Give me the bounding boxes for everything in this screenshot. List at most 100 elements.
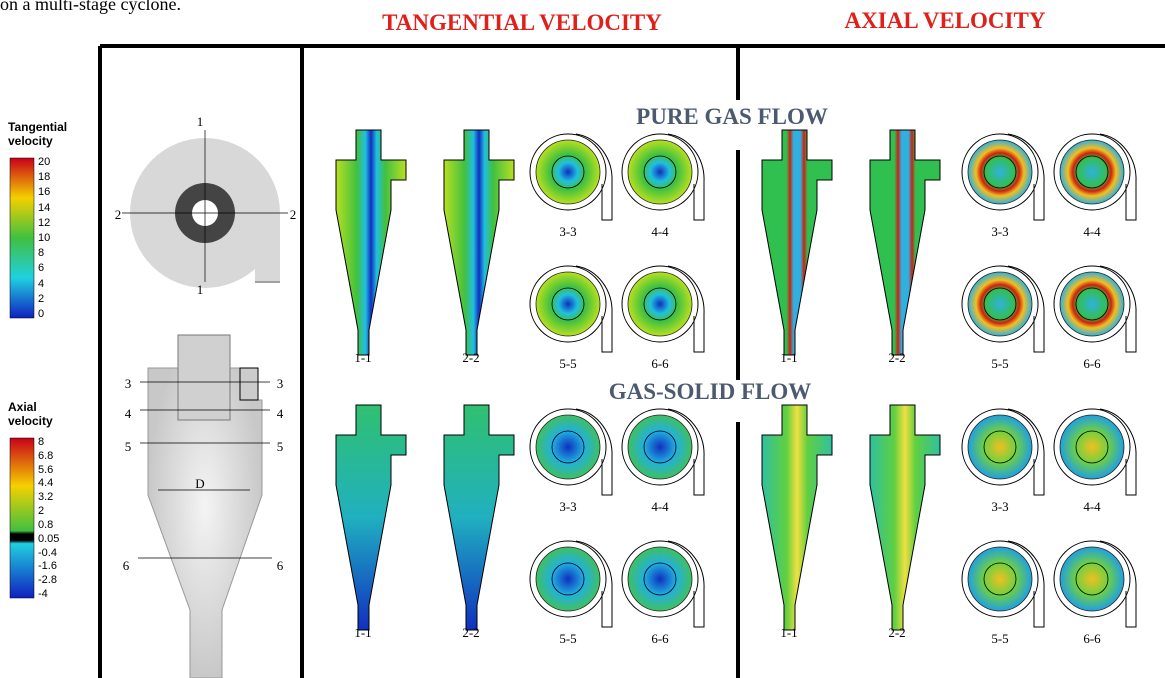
legend-tick: -1.6 <box>38 560 57 573</box>
panel-label: 3-3 <box>559 224 577 239</box>
legend-tick: 3.2 <box>38 491 54 504</box>
contour-line <box>551 430 585 464</box>
panel-label: 6-6 <box>1083 356 1101 371</box>
section-contour <box>1059 546 1125 612</box>
legend-tick: 10 <box>38 232 51 244</box>
legend-tick: 4 <box>38 277 45 290</box>
legend-tick: -0.4 <box>38 546 57 559</box>
cyclone-contour <box>761 404 833 631</box>
contour-line <box>551 287 585 321</box>
row-title: GAS-SOLID FLOW <box>608 379 812 404</box>
legend-tick: 4.4 <box>38 477 54 490</box>
contour-line <box>1075 562 1109 596</box>
contour-line <box>983 562 1017 596</box>
frame <box>98 44 1165 678</box>
legend-tick: 5.6 <box>38 463 54 476</box>
cyclone-contour <box>335 129 407 356</box>
legend-tick: 0.8 <box>38 518 54 531</box>
legend-title: Axial velocity <box>8 400 53 428</box>
legend-tick: -2.8 <box>38 574 57 587</box>
colorbar <box>9 157 35 319</box>
legend-tick: 6 <box>38 262 45 275</box>
section-contour <box>967 414 1033 480</box>
panel-label: 5-5 <box>559 356 577 371</box>
panel-label: 3-3 <box>559 499 577 514</box>
panel-label: 6-6 <box>651 356 669 371</box>
section-contour <box>1059 139 1125 205</box>
contour-line <box>1075 155 1109 189</box>
section-contour <box>535 546 601 612</box>
panel-label: 5-5 <box>559 631 577 646</box>
panel-label: 5-5 <box>991 631 1009 646</box>
legend-tick: 2 <box>38 505 45 518</box>
section-label: 1 <box>196 282 204 297</box>
contour-line <box>643 562 677 596</box>
panel-label: 6-6 <box>651 631 669 646</box>
section-contour <box>967 139 1033 205</box>
cyclone-contour <box>443 404 515 631</box>
panel-label: 4-4 <box>1083 224 1101 239</box>
panel-label: 2-2 <box>462 350 480 365</box>
legend-tick: 0.05 <box>38 532 60 545</box>
contour-line <box>983 430 1017 464</box>
section-contour <box>627 546 693 612</box>
panel-label: 1-1 <box>354 350 372 365</box>
legend-tick: 8 <box>38 436 45 448</box>
section-label: 3 <box>124 376 132 391</box>
legend-title: Tangential velocity <box>8 120 68 148</box>
legend-tick: 8 <box>38 247 45 260</box>
section-contour <box>1059 271 1125 337</box>
panel-label: 4-4 <box>651 224 669 239</box>
legend-tick: 12 <box>38 216 51 229</box>
contour-line <box>643 155 677 189</box>
panel-label: 1-1 <box>354 625 372 640</box>
panel-label: 4-4 <box>1083 499 1101 514</box>
contour-line <box>643 430 677 464</box>
legend-tick: 6.8 <box>38 449 54 462</box>
cyclone-contour <box>335 404 407 631</box>
section-label: 1 <box>196 114 204 129</box>
contour-line <box>1075 287 1109 321</box>
section-label: 2 <box>289 207 297 222</box>
panel-label: 5-5 <box>991 356 1009 371</box>
row-title: PURE GAS FLOW <box>636 104 828 129</box>
section-contour <box>627 139 693 205</box>
section-contour <box>967 271 1033 337</box>
legend-tick: -4 <box>38 588 48 600</box>
contour-line <box>983 287 1017 321</box>
legend-tick: 0 <box>38 308 45 320</box>
panel-label: 3-3 <box>991 499 1009 514</box>
legend-tick: 16 <box>38 186 51 199</box>
section-label: 3 <box>276 376 284 391</box>
legend-tick: 14 <box>38 201 51 214</box>
cyclone-contour <box>761 129 833 356</box>
section-contour <box>627 414 693 480</box>
panel-label: 1-1 <box>780 350 798 365</box>
panel-label: 1-1 <box>780 625 798 640</box>
geometry-sketch <box>122 130 288 678</box>
section-label: 6 <box>276 558 284 573</box>
legend-tick: 2 <box>38 292 45 305</box>
section-label: 4 <box>124 406 132 421</box>
cyclone-contour <box>869 129 941 356</box>
legend-tick: 18 <box>38 171 51 184</box>
panel-label: 6-6 <box>1083 631 1101 646</box>
cyclone-contour <box>443 129 515 356</box>
legend-tick: 20 <box>38 156 51 168</box>
section-label: 5 <box>276 439 284 454</box>
section-contour <box>535 139 601 205</box>
column-title: TANGENTIAL VELOCITY <box>382 10 662 35</box>
colorbar <box>9 437 35 599</box>
contour-line <box>643 287 677 321</box>
panel-label: 2-2 <box>462 625 480 640</box>
panel-label: 2-2 <box>888 625 906 640</box>
column-title: AXIAL VELOCITY <box>844 8 1046 33</box>
panel-label: 3-3 <box>991 224 1009 239</box>
section-contour <box>1059 414 1125 480</box>
section-contour <box>535 414 601 480</box>
panel-label: 2-2 <box>888 350 906 365</box>
section-label: 6 <box>122 558 130 573</box>
section-label: 2 <box>114 207 122 222</box>
